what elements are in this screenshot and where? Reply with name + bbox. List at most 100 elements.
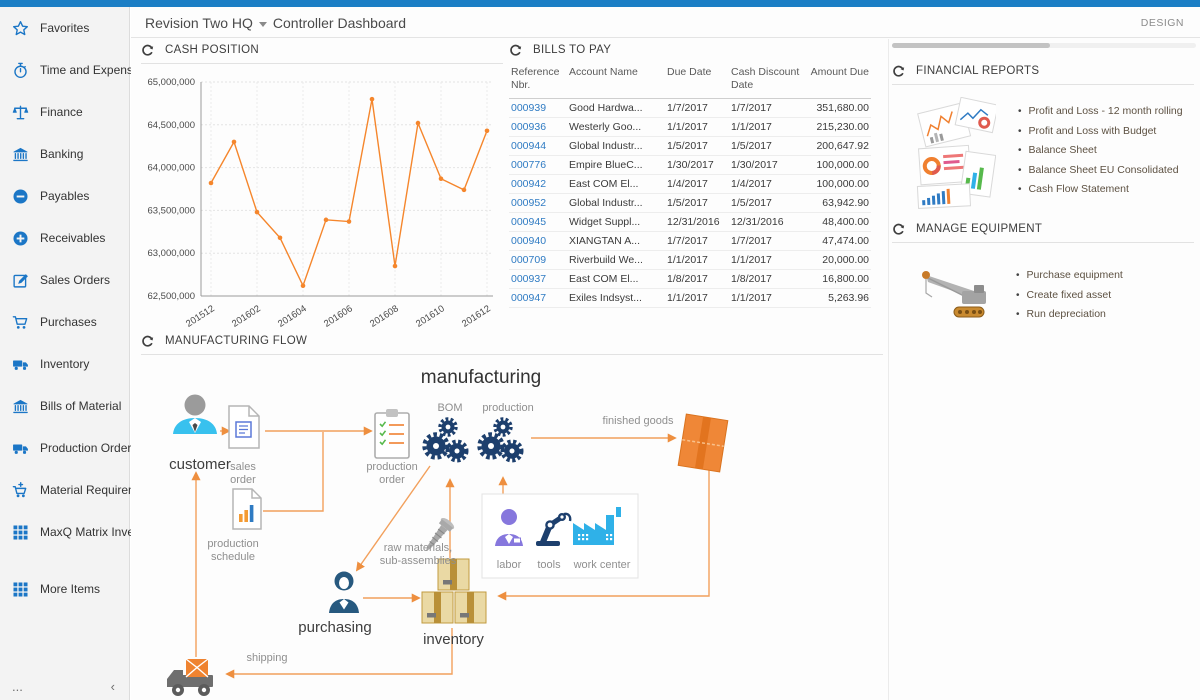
- bill-row[interactable]: 000936 Westerly Goo... 1/1/2017 1/1/2017 215…: [509, 117, 871, 138]
- flow-label-raw-materials: raw materials, sub-assemblies: [379, 542, 457, 568]
- refresh-button[interactable]: [141, 335, 154, 348]
- sidebar-item-inventory[interactable]: Inventory: [0, 343, 129, 385]
- bill-reference-link[interactable]: 000942: [511, 178, 547, 191]
- bill-row[interactable]: 000937 East COM El... 1/8/2017 1/8/2017 16,8…: [509, 269, 871, 290]
- bill-row[interactable]: 000940 XIANGTAN A... 1/7/2017 1/7/2017 47,47…: [509, 231, 871, 252]
- panel-title-text: MANUFACTURING FLOW: [165, 335, 308, 347]
- sidebar-item-receivables[interactable]: Receivables: [0, 217, 129, 259]
- refresh-button[interactable]: [141, 44, 154, 57]
- report-link[interactable]: Balance Sheet: [1018, 144, 1183, 156]
- design-button[interactable]: DESIGN: [1140, 17, 1184, 29]
- report-link[interactable]: Profit and Loss with Budget: [1018, 125, 1183, 137]
- production-order-icon: [374, 409, 410, 459]
- sidebar-item-time-and-expenses[interactable]: Time and Expenses: [0, 49, 146, 91]
- sidebar-item-bills-of-material[interactable]: Bills of Material: [0, 385, 129, 427]
- bank-icon: [12, 146, 29, 163]
- bill-row[interactable]: 000939 Good Hardwa... 1/7/2017 1/7/2017 351,…: [509, 98, 871, 119]
- report-link[interactable]: Cash Flow Statement: [1018, 183, 1183, 195]
- sidebar-item-payables[interactable]: Payables: [0, 175, 129, 217]
- column-header[interactable]: Cash Discount Date: [729, 64, 807, 100]
- bill-account: Westerly Goo...: [567, 117, 665, 138]
- bill-reference-link[interactable]: 000939: [511, 102, 547, 115]
- sidebar-item-finance[interactable]: Finance: [0, 91, 129, 133]
- bill-amount: 215,230.00: [807, 117, 871, 138]
- purchasing-icon: [329, 571, 359, 613]
- flow-label-finished-goods: finished goods: [602, 415, 674, 427]
- bill-row[interactable]: 000947 Exiles Indsyst... 1/1/2017 1/1/2017 5…: [509, 288, 871, 309]
- scrollbar-thumb[interactable]: [892, 43, 1050, 48]
- bill-reference-link[interactable]: 000947: [511, 292, 547, 305]
- bill-reference-link[interactable]: 000709: [511, 254, 547, 267]
- bill-account: Empire BlueC...: [567, 155, 665, 176]
- report-link[interactable]: Balance Sheet EU Consolidated: [1018, 164, 1183, 176]
- equipment-link[interactable]: Purchase equipment: [1016, 269, 1123, 281]
- column-header[interactable]: Amount Due: [807, 64, 871, 100]
- bill-discount-date: 1/1/2017: [729, 288, 807, 309]
- resources-box: [481, 493, 639, 579]
- manage-equipment-header: MANAGE EQUIPMENT: [892, 221, 1194, 237]
- bill-row[interactable]: 000944 Global Industr... 1/5/2017 1/5/2017 2…: [509, 136, 871, 157]
- sidebar-item-material-requirem[interactable]: Material Requirem...: [0, 469, 148, 511]
- bill-row[interactable]: 000776 Empire BlueC... 1/30/2017 1/30/2017 1…: [509, 155, 871, 176]
- sidebar-item-more-items[interactable]: More Items: [0, 568, 129, 610]
- bill-amount: 47,474.00: [807, 231, 871, 252]
- bill-reference-link[interactable]: 000944: [511, 140, 547, 153]
- column-header[interactable]: Due Date: [665, 64, 729, 100]
- sales-order-icon: [228, 405, 260, 449]
- sidebar-item-production-orders[interactable]: Production Orders: [0, 427, 137, 469]
- bill-amount: 48,400.00: [807, 212, 871, 233]
- report-link[interactable]: Profit and Loss - 12 month rolling: [1018, 105, 1183, 117]
- refresh-button[interactable]: [509, 44, 522, 57]
- refresh-button[interactable]: [892, 223, 905, 236]
- refresh-button[interactable]: [892, 65, 905, 78]
- bill-row[interactable]: 000942 East COM El... 1/4/2017 1/4/2017 100,…: [509, 174, 871, 195]
- svg-text:201612: 201612: [460, 303, 493, 329]
- sidebar-item-favorites[interactable]: Favorites: [0, 7, 129, 49]
- sidebar-item-sales-orders[interactable]: Sales Orders: [0, 259, 129, 301]
- bill-reference-link[interactable]: 000937: [511, 273, 547, 286]
- bill-amount: 100,000.00: [807, 155, 871, 176]
- bills-to-pay-header: BILLS TO PAY: [509, 42, 877, 58]
- bill-reference-link[interactable]: 000945: [511, 216, 547, 229]
- sidebar-item-label: Banking: [40, 147, 84, 161]
- bill-row[interactable]: 000709 Riverbuild We... 1/1/2017 1/1/2017 20…: [509, 250, 871, 271]
- bills-table-header-row: Reference Nbr. Account Name Due Date Cash D…: [509, 64, 871, 100]
- flow-label-sales-order: sales order: [230, 461, 256, 487]
- equipment-link[interactable]: Run depreciation: [1016, 308, 1123, 320]
- page-title: Controller Dashboard: [272, 15, 406, 31]
- bill-row[interactable]: 000945 Widget Suppl... 12/31/2016 12/31/201…: [509, 212, 871, 233]
- sidebar-item-label: Purchases: [40, 315, 97, 329]
- equipment-link[interactable]: Create fixed asset: [1016, 289, 1123, 301]
- chevron-down-icon[interactable]: [258, 21, 267, 27]
- bill-due-date: 1/7/2017: [665, 231, 729, 252]
- column-header[interactable]: Reference Nbr.: [509, 64, 567, 100]
- scales-icon: [12, 104, 29, 121]
- minus-circle-icon: [12, 188, 29, 205]
- more-options-ellipsis-icon[interactable]: ...: [12, 679, 23, 694]
- sidebar-item-maxq-matrix-invent[interactable]: MaxQ Matrix Invent...: [0, 511, 154, 553]
- column-header[interactable]: Account Name: [567, 64, 665, 100]
- production-gears-icon: [477, 417, 524, 463]
- refresh-icon: [142, 335, 154, 347]
- bill-reference-link[interactable]: 000952: [511, 197, 547, 210]
- bill-reference-link[interactable]: 000776: [511, 159, 547, 172]
- collapse-sidebar-chevron-icon[interactable]: ‹: [110, 679, 115, 694]
- sidebar-item-label: Time and Expenses: [40, 63, 146, 77]
- sidebar-item-label: MaxQ Matrix Invent...: [40, 525, 155, 539]
- bill-reference-link[interactable]: 000936: [511, 121, 547, 134]
- bill-account: Exiles Indsyst...: [567, 288, 665, 309]
- divider: [892, 242, 1194, 243]
- bill-reference-link[interactable]: 000940: [511, 235, 547, 248]
- bill-due-date: 1/4/2017: [665, 174, 729, 195]
- bill-row[interactable]: 000952 Global Industr... 1/5/2017 1/5/2017 6…: [509, 193, 871, 214]
- bom-gears-icon: [422, 417, 469, 463]
- manufacturing-flow-diagram: manufacturing BOM production customer sa…: [141, 361, 883, 700]
- company-selector[interactable]: Revision Two HQ: [145, 15, 253, 31]
- svg-text:63,000,000: 63,000,000: [147, 248, 195, 259]
- tools-icon: [536, 512, 572, 546]
- sidebar-item-purchases[interactable]: Purchases: [0, 301, 129, 343]
- sidebar-item-banking[interactable]: Banking: [0, 133, 129, 175]
- panel-title-text: BILLS TO PAY: [533, 44, 612, 56]
- divider: [141, 63, 503, 64]
- bill-amount: 63,942.90: [807, 193, 871, 214]
